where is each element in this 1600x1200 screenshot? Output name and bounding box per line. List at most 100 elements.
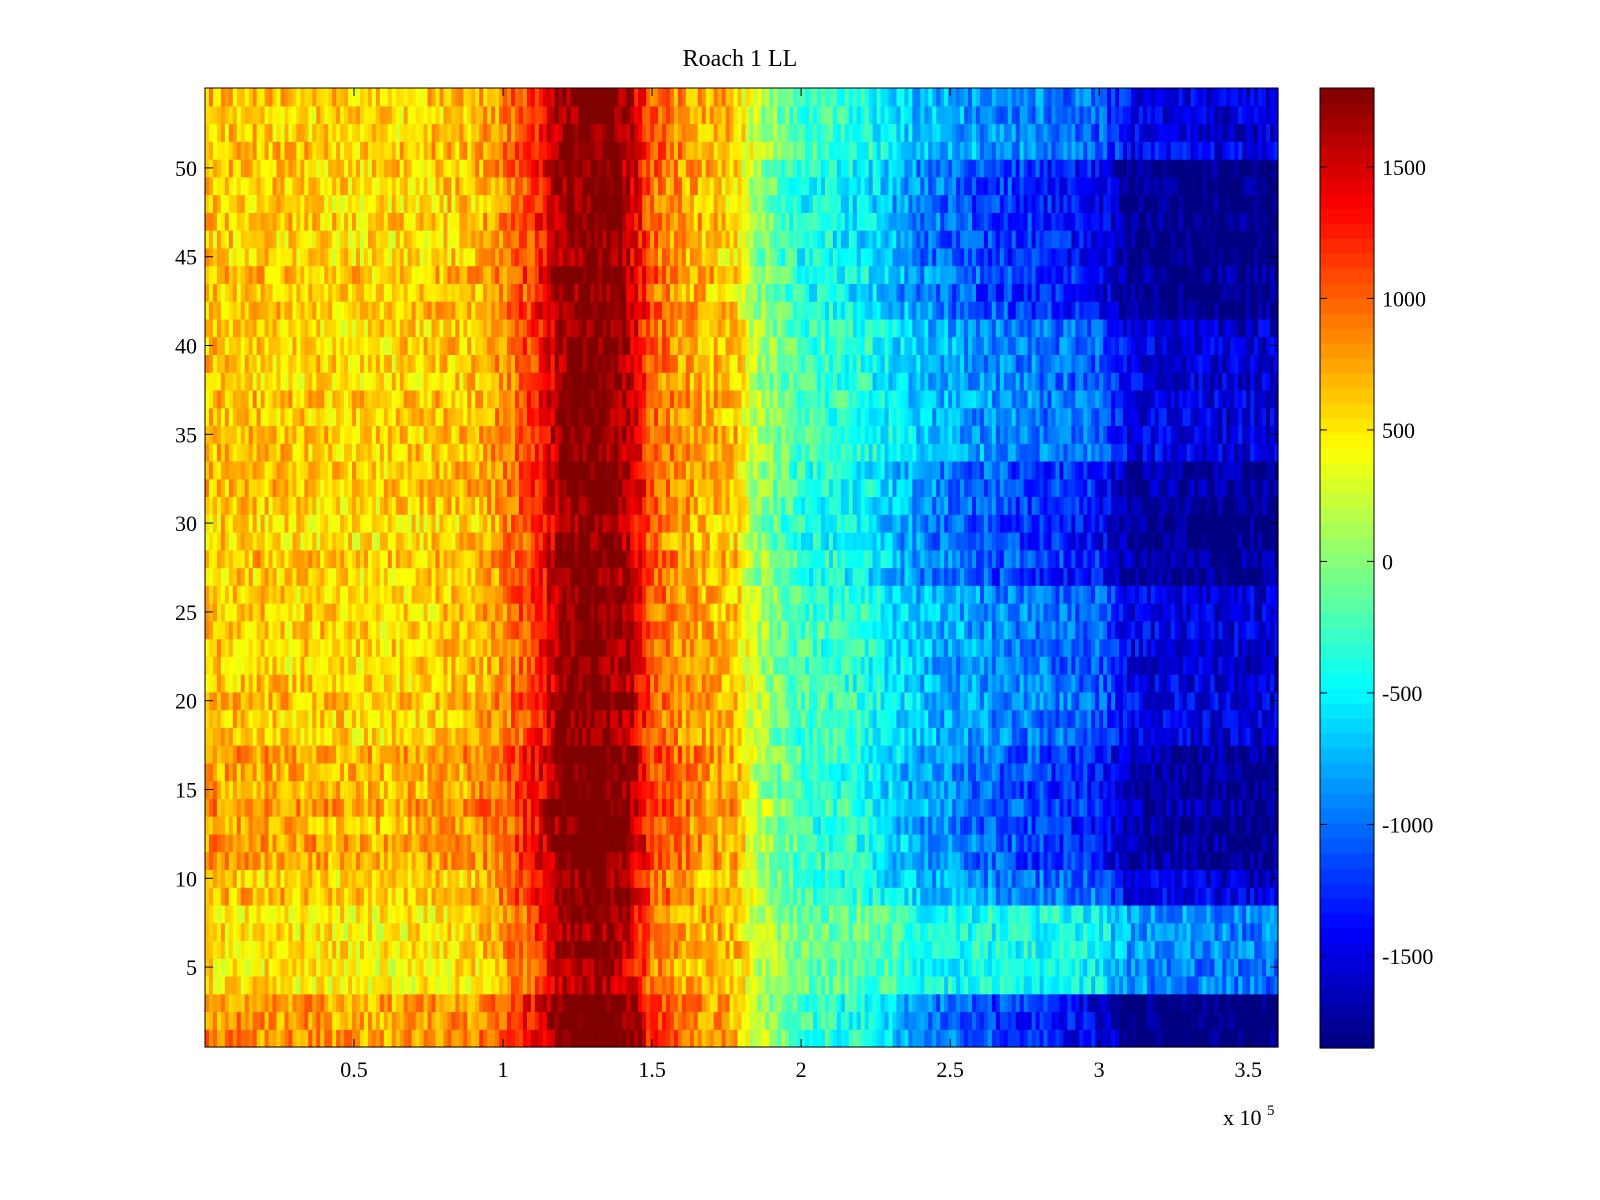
- heatmap-cell: [677, 993, 683, 1013]
- heatmap-cell: [1079, 851, 1084, 871]
- heatmap-cell: [801, 993, 806, 1013]
- heatmap-cell: [1035, 851, 1041, 871]
- heatmap-cell: [888, 833, 894, 853]
- heatmap-cell: [514, 851, 520, 871]
- heatmap-cell: [435, 833, 441, 853]
- heatmap-cell: [884, 922, 890, 942]
- heatmap-cell: [296, 869, 301, 888]
- heatmap-cell: [892, 727, 898, 746]
- heatmap-cell: [252, 975, 258, 995]
- heatmap-cell: [308, 816, 313, 835]
- heatmap-cell: [284, 833, 290, 853]
- heatmap-cell: [1134, 816, 1140, 835]
- heatmap-cell: [550, 762, 556, 782]
- heatmap-cell: [677, 851, 683, 871]
- heatmap-cell: [1266, 887, 1271, 906]
- heatmap-cell: [610, 958, 615, 977]
- heatmap-cell: [1091, 869, 1096, 888]
- heatmap-cell: [542, 922, 548, 942]
- heatmap-cell: [518, 1029, 524, 1048]
- heatmap-cell: [737, 1029, 743, 1048]
- heatmap-cell: [836, 904, 842, 924]
- heatmap-cell: [828, 993, 834, 1013]
- heatmap-cell: [252, 993, 258, 1013]
- heatmap-cell: [658, 727, 663, 746]
- heatmap-cell: [1146, 958, 1152, 977]
- heatmap-cell: [1138, 851, 1144, 871]
- heatmap-cell: [1119, 922, 1124, 942]
- heatmap-cell: [769, 816, 774, 835]
- heatmap-cell: [884, 816, 890, 835]
- heatmap-cell: [729, 904, 735, 924]
- heatmap-cell: [208, 1029, 214, 1048]
- heatmap-cell: [1174, 745, 1180, 764]
- heatmap-cell: [745, 816, 751, 835]
- heatmap-cell: [411, 993, 417, 1013]
- heatmap-cell: [264, 940, 270, 959]
- heatmap-cell: [880, 975, 886, 995]
- heatmap-cell: [284, 869, 290, 888]
- heatmap-cell: [272, 1011, 278, 1030]
- heatmap-cell: [813, 1011, 818, 1030]
- heatmap-cell: [924, 993, 929, 1013]
- heatmap-cell: [975, 727, 981, 746]
- heatmap-cell: [701, 1029, 707, 1048]
- heatmap-cell: [900, 780, 906, 799]
- heatmap-cell: [828, 816, 834, 835]
- heatmap-cell: [908, 940, 913, 959]
- heatmap-cell: [312, 798, 317, 817]
- heatmap-cell: [1186, 727, 1192, 746]
- heatmap-cell: [968, 1011, 973, 1030]
- heatmap-cell: [546, 904, 552, 924]
- heatmap-cell: [809, 745, 814, 764]
- heatmap-cell: [832, 904, 838, 924]
- heatmap-cell: [308, 762, 313, 782]
- heatmap-cell: [435, 922, 441, 942]
- heatmap-cell: [1107, 1029, 1112, 1048]
- heatmap-cell: [312, 958, 317, 977]
- heatmap-cell: [268, 727, 274, 746]
- heatmap-cell: [1111, 904, 1116, 924]
- heatmap-cell: [832, 727, 838, 746]
- heatmap-cell: [852, 975, 858, 995]
- heatmap-cell: [363, 745, 369, 764]
- heatmap-cell: [1222, 780, 1227, 799]
- heatmap-cell: [507, 762, 512, 782]
- heatmap-cell: [546, 975, 552, 995]
- heatmap-cell: [1158, 940, 1164, 959]
- heatmap-cell: [832, 922, 838, 942]
- heatmap-cell: [912, 904, 917, 924]
- heatmap-cell: [316, 1011, 321, 1030]
- heatmap-cell: [650, 1011, 655, 1030]
- heatmap-cell: [1083, 851, 1088, 871]
- heatmap-cell: [236, 869, 242, 888]
- heatmap-cell: [1150, 780, 1156, 799]
- heatmap-cell: [654, 745, 659, 764]
- heatmap-cell: [626, 727, 631, 746]
- heatmap-cell: [1087, 993, 1092, 1013]
- heatmap-cell: [848, 851, 854, 871]
- heatmap-cell: [1079, 887, 1084, 906]
- heatmap-cell: [216, 816, 222, 835]
- heatmap-cell: [1007, 798, 1013, 817]
- heatmap-cell: [948, 940, 953, 959]
- heatmap-cell: [550, 727, 556, 746]
- heatmap-cell: [336, 904, 341, 924]
- heatmap-cell: [868, 833, 874, 853]
- heatmap-cell: [662, 922, 667, 942]
- heatmap-cell: [1103, 904, 1108, 924]
- heatmap-cell: [240, 940, 246, 959]
- heatmap-cell: [658, 1029, 663, 1048]
- heatmap-cell: [352, 958, 357, 977]
- heatmap-cell: [471, 975, 476, 995]
- heatmap-cell: [399, 762, 405, 782]
- heatmap-cell: [419, 940, 425, 959]
- heatmap-cell: [662, 745, 667, 764]
- heatmap-cell: [359, 816, 365, 835]
- heatmap-cell: [367, 762, 373, 782]
- heatmap-cell: [582, 958, 588, 977]
- heatmap-cell: [419, 745, 425, 764]
- heatmap-cell: [387, 1029, 393, 1048]
- heatmap-cell: [328, 993, 333, 1013]
- heatmap-cell: [403, 851, 409, 871]
